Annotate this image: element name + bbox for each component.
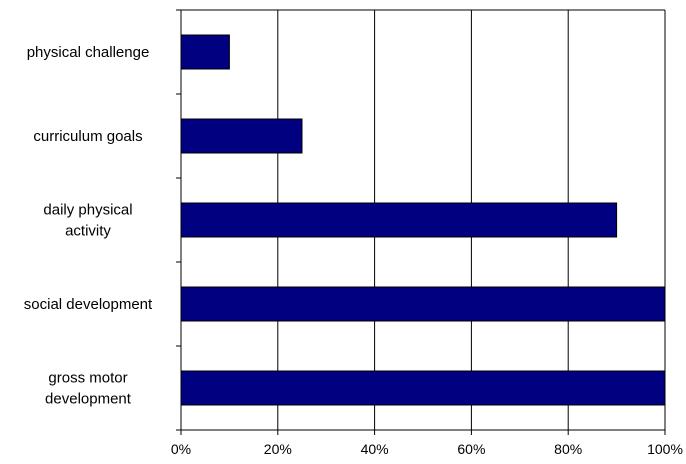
- x-tick-labels: 0% 20% 40% 60% 80% 100%: [171, 441, 683, 457]
- x-tick-label-2: 40%: [361, 441, 389, 457]
- category-label-line: gross motor: [48, 370, 127, 387]
- x-tick-label-3: 60%: [457, 441, 485, 457]
- bar-2: [180, 202, 618, 238]
- category-label-line: activity: [65, 223, 111, 240]
- bar-0: [180, 34, 230, 70]
- category-label-line: physical challenge: [27, 44, 150, 61]
- category-label-0: physical challenge: [27, 44, 150, 61]
- category-label-1: curriculum goals: [33, 128, 142, 145]
- axes: [176, 9, 666, 435]
- category-label-3: social development: [24, 296, 153, 313]
- category-labels: physical challenge curriculum goals daily …: [24, 44, 153, 408]
- category-label-line: daily physical: [43, 202, 132, 219]
- category-label-2: daily physical activity: [43, 202, 132, 240]
- x-tick-label-1: 20%: [264, 441, 292, 457]
- bars: [180, 34, 666, 406]
- category-label-line: curriculum goals: [33, 128, 142, 145]
- bar-3: [180, 286, 666, 322]
- bar-4: [180, 370, 666, 406]
- category-label-line: social development: [24, 296, 153, 313]
- x-tick-label-5: 100%: [647, 441, 683, 457]
- category-label-4: gross motor development: [45, 370, 132, 408]
- x-tick-label-4: 80%: [554, 441, 582, 457]
- x-tick-label-0: 0%: [171, 441, 191, 457]
- category-label-line: development: [45, 391, 132, 408]
- bar-1: [180, 118, 303, 154]
